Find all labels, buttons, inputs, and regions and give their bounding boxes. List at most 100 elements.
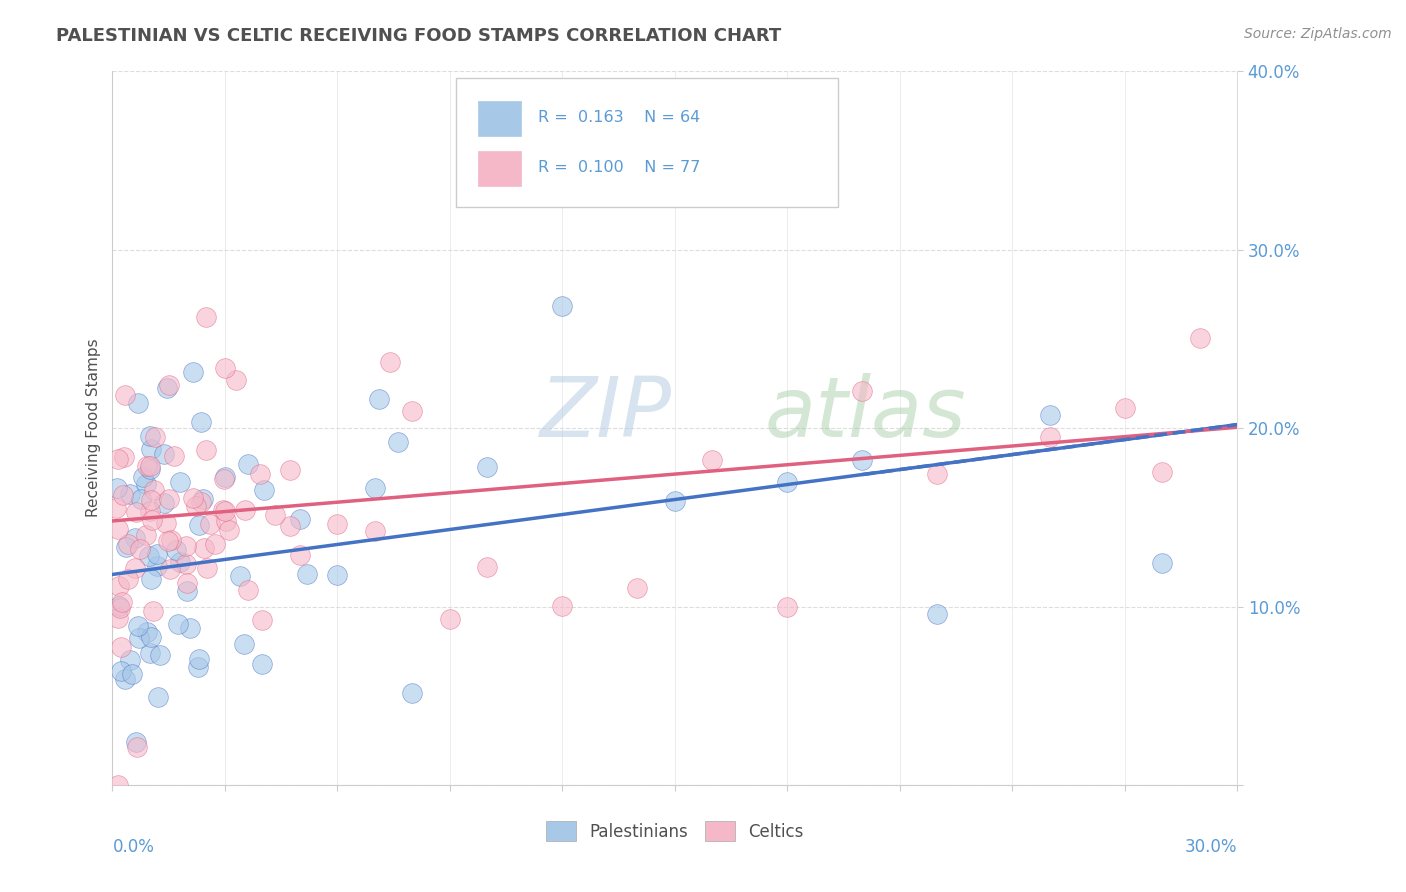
Point [187,660,209,674]
Point [776,475,799,489]
Point [401,686,423,700]
Point [664,494,686,508]
Point [139,630,162,644]
Point [214,504,236,518]
Point [551,599,574,613]
Point [229,569,252,583]
Point [110,640,132,654]
Text: atlas: atlas [765,374,966,454]
Point [225,374,247,388]
Point [179,621,201,635]
Point [125,505,148,519]
Point [176,584,198,599]
Point [1152,557,1174,571]
Point [105,481,128,495]
Point [702,453,724,467]
Point [148,690,170,705]
Point [551,299,574,313]
Point [364,524,387,539]
Point [188,652,211,666]
Point [135,528,157,542]
Point [157,378,180,392]
Point [139,504,162,518]
Point [105,501,128,516]
Point [159,562,181,576]
Point [111,488,134,502]
Point [127,739,149,754]
FancyBboxPatch shape [456,78,838,207]
Point [114,388,136,402]
Point [190,494,212,508]
Point [368,392,391,406]
Text: 0.0%: 0.0% [112,838,155,856]
Point [927,607,949,621]
Point [124,561,146,575]
Point [115,541,138,555]
Point [135,459,157,474]
Point [184,499,207,513]
Point [148,648,170,663]
Point [378,355,401,369]
Text: R =  0.100    N = 77: R = 0.100 N = 77 [537,161,700,175]
Point [124,531,146,545]
Point [190,415,212,429]
Point [142,604,165,618]
Point [236,582,259,597]
Point [117,572,139,586]
Point [214,469,236,483]
Y-axis label: Receiving Food Stamps: Receiving Food Stamps [86,339,101,517]
Point [252,614,274,628]
Point [139,459,162,474]
Point [138,646,160,660]
Point [477,560,499,574]
Point [132,470,155,484]
Text: R =  0.163    N = 64: R = 0.163 N = 64 [537,111,700,125]
Point [252,657,274,671]
Point [214,360,236,375]
Text: 30.0%: 30.0% [1185,838,1237,856]
Point [1039,430,1062,444]
Point [288,512,311,526]
Point [439,612,461,626]
Point [193,541,215,556]
Point [326,568,349,582]
Point [139,429,162,443]
Point [117,537,139,551]
Point [157,491,180,506]
Point [141,442,163,457]
Point [1039,409,1062,423]
Point [212,503,235,517]
Point [1188,331,1211,345]
Point [152,447,174,461]
Text: ZIP: ZIP [540,374,672,454]
Point [264,508,287,522]
Point [125,735,148,749]
Point [191,491,214,506]
Point [851,453,873,467]
Point [110,600,132,615]
Point [108,579,131,593]
Point [160,533,183,547]
Point [118,486,141,500]
Point [111,595,134,609]
Bar [478,102,520,136]
Point [155,380,177,394]
Point [1114,401,1136,415]
Point [204,537,226,551]
Point [195,310,218,324]
Point [146,547,169,561]
Point [157,533,180,548]
Point [278,463,301,477]
Point [163,450,186,464]
Point [195,443,218,458]
Point [195,560,218,574]
Point [401,403,423,417]
Point [142,483,165,497]
Point [238,457,260,471]
Legend: Palestinians, Celtics: Palestinians, Celtics [540,814,810,848]
Point [176,575,198,590]
Point [108,599,131,613]
Point [218,523,240,537]
Point [112,450,135,464]
Point [169,475,191,489]
